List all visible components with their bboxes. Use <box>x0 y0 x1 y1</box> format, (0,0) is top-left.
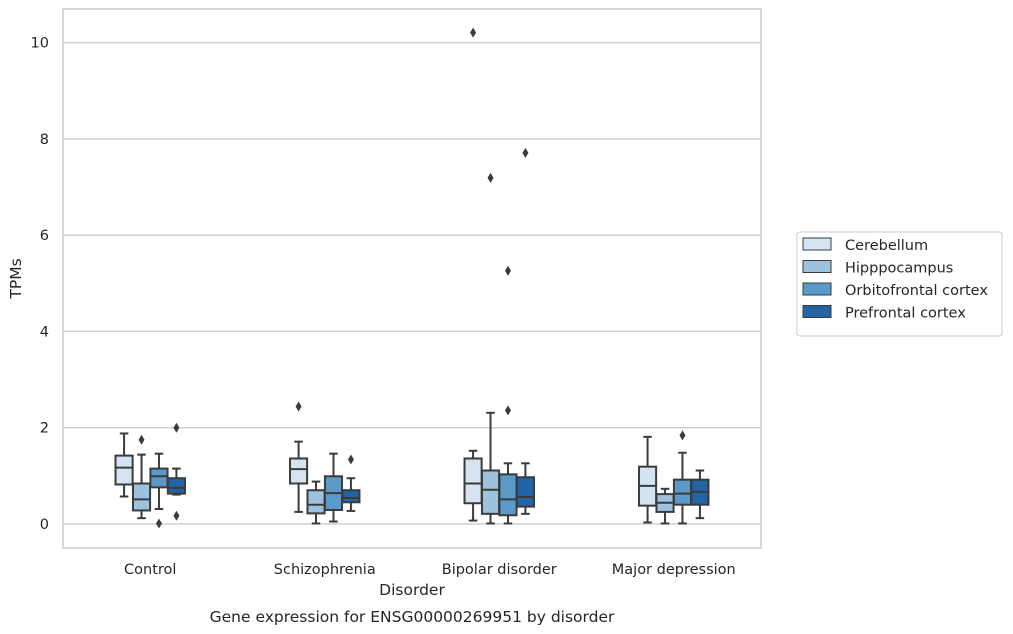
box <box>289 457 309 485</box>
box-group <box>655 487 675 525</box>
y-tick-label: 4 <box>40 324 49 340</box>
box-group <box>672 430 693 525</box>
box-group <box>341 454 361 512</box>
box-group <box>463 27 483 522</box>
box-group <box>289 401 309 513</box>
x-tick-label: Schizophrenia <box>274 562 376 578</box>
y-tick-label: 6 <box>40 228 49 244</box>
box-group <box>131 434 152 520</box>
box-group <box>149 452 169 529</box>
box-group <box>323 452 344 523</box>
outlier-point <box>504 405 511 416</box>
box <box>498 473 518 517</box>
y-tick-label: 0 <box>40 517 49 533</box>
y-tick-label: 8 <box>40 132 49 148</box>
box-group <box>690 469 710 520</box>
outlier-point <box>470 27 477 38</box>
legend: Cerebellum Hipppocampus Orbitofrontal cort… <box>796 231 1003 337</box>
legend-label: Orbitofrontal cortex <box>845 283 988 299</box>
y-tick-label: 10 <box>31 36 49 52</box>
box-group <box>114 432 134 498</box>
legend-swatch <box>802 237 832 251</box>
box <box>166 477 186 495</box>
outlier-point <box>347 454 354 465</box>
x-axis-ticks: Control Schizophrenia Bipolar disorder Majo… <box>124 562 736 578</box>
y-axis-title: TPMs <box>7 258 25 299</box>
x-tick-label: Major depression <box>612 562 736 578</box>
box <box>131 482 152 512</box>
x-axis-title: Disorder <box>379 581 445 599</box>
outlier-point <box>679 430 686 441</box>
box <box>341 489 361 504</box>
box <box>306 489 326 515</box>
outlier-point <box>138 434 145 445</box>
legend-frame <box>796 231 1003 337</box>
box <box>515 476 535 508</box>
box-group <box>166 422 186 521</box>
box-group <box>515 147 535 515</box>
outlier-point <box>173 510 180 521</box>
y-axis-ticks: 0 2 4 6 8 10 <box>31 36 49 533</box>
legend-label: Prefrontal cortex <box>845 306 966 322</box>
box <box>114 454 134 486</box>
box <box>463 457 483 505</box>
legend-swatch <box>802 282 832 296</box>
box-group <box>480 172 501 525</box>
box <box>149 467 169 489</box>
legend-label: Cerebellum <box>845 238 928 254</box>
legend-swatch <box>802 260 832 273</box>
outlier-point <box>173 422 180 433</box>
x-tick-label: Control <box>124 562 176 578</box>
outlier-point <box>295 401 302 412</box>
plot-frame <box>62 8 762 549</box>
legend-items: Cerebellum Hipppocampus Orbitofrontal cort… <box>802 237 988 322</box>
chart-title: Gene expression for ENSG00000269951 by d… <box>210 608 615 626</box>
outlier-point <box>522 147 529 158</box>
outlier-point <box>487 172 494 183</box>
box <box>672 478 693 506</box>
outlier-point <box>155 518 162 529</box>
x-tick-label: Bipolar disorder <box>442 562 557 578</box>
box <box>480 469 501 515</box>
box-plot-series <box>114 27 710 529</box>
box-group <box>498 265 518 525</box>
box-group <box>638 435 658 524</box>
box-group <box>306 480 326 525</box>
legend-label: Hipppocampus <box>845 261 953 277</box>
legend-swatch <box>802 305 832 318</box>
outlier-point <box>504 265 511 276</box>
grid-lines <box>63 42 761 525</box>
y-tick-label: 2 <box>40 421 49 437</box>
